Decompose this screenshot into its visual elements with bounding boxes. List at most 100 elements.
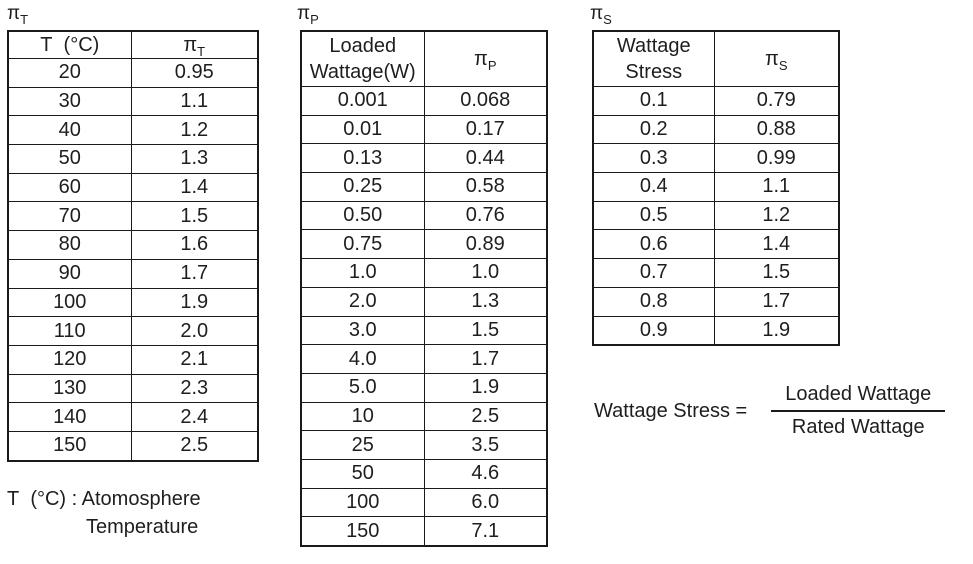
table-row: 30 1.1 — [7, 86, 259, 117]
table-row: 0.75 0.89 — [300, 229, 548, 260]
table-cell: 0.13 — [300, 143, 425, 174]
table-cell: 20 — [7, 58, 132, 88]
col-header-wattage-stress: Wattage Stress — [592, 30, 715, 87]
col-header-pi-s: πS — [713, 30, 840, 87]
col-header-pi-p: πP — [423, 30, 548, 87]
col-header-loaded-wattage: Loaded Wattage(W) — [300, 30, 425, 87]
table-cell: 2.0 — [300, 286, 425, 317]
table-cell: 150 — [7, 430, 132, 462]
table-cell: 2.3 — [130, 373, 259, 404]
table-cell: 1.5 — [713, 258, 840, 288]
table-cell: 0.79 — [713, 86, 840, 116]
table-row: 90 1.7 — [7, 258, 259, 289]
table-cell: 1.2 — [130, 115, 259, 146]
header-row: Wattage Stress πS — [592, 30, 840, 87]
table-cell: 0.068 — [423, 86, 548, 116]
table-cell: 1.6 — [130, 230, 259, 260]
pi-p-title: πP — [297, 3, 319, 26]
table-cell: 2.1 — [130, 344, 259, 375]
pi-subscript: S — [778, 58, 788, 73]
formula-denominator: Rated Wattage — [791, 416, 925, 438]
table-cell: 40 — [7, 115, 132, 146]
table-cell: 110 — [7, 316, 132, 346]
table-cell: 1.1 — [130, 86, 259, 117]
table-row: 40 1.2 — [7, 115, 259, 146]
pi-p-table-body: 0.001 0.068 0.01 0.17 0.13 0.44 0.25 0.58 0.50 0.… — [300, 86, 548, 547]
table-cell: 120 — [7, 344, 132, 375]
table-cell: 1.9 — [713, 315, 840, 346]
table-cell: 1.7 — [130, 258, 259, 289]
table-row: 140 2.4 — [7, 402, 259, 432]
table-row: 0.2 0.88 — [592, 114, 840, 145]
pi-s-table-body: 0.1 0.79 0.2 0.88 0.3 0.99 0.4 1.1 0.5 1.2 0.6 1.4 0… — [592, 86, 840, 346]
table-cell: 30 — [7, 86, 132, 117]
table-row: 70 1.5 — [7, 201, 259, 232]
table-row: 0.01 0.17 — [300, 114, 548, 145]
table-cell: 0.001 — [300, 86, 425, 116]
table-cell: 0.01 — [300, 114, 425, 145]
table-cell: 150 — [300, 516, 425, 547]
table-cell: 4.6 — [423, 458, 548, 489]
table-row: 0.3 0.99 — [592, 143, 840, 174]
table-row: 110 2.0 — [7, 316, 259, 346]
table-cell: 4.0 — [300, 344, 425, 374]
table-cell: 140 — [7, 402, 132, 432]
table-cell: 1.4 — [130, 172, 259, 203]
formula-numerator: Loaded Wattage — [771, 383, 946, 412]
table-row: 1.0 1.0 — [300, 258, 548, 288]
table-cell: 90 — [7, 258, 132, 289]
table-cell: 1.4 — [713, 229, 840, 260]
table-row: 0.8 1.7 — [592, 286, 840, 317]
pi-subscript: T — [197, 44, 206, 59]
col-header-pi-t: πT — [130, 30, 259, 59]
table-row: 130 2.3 — [7, 373, 259, 404]
pi-t-title: πT — [7, 3, 29, 27]
table-cell: 0.4 — [592, 172, 715, 202]
pi-s-title: πS — [590, 3, 612, 27]
pi-symbol: π — [474, 48, 488, 70]
pi-t-table: T (°C) πT 20 0.95 30 1.1 40 1.2 50 1.3 60 1.4 70 1.… — [7, 30, 259, 462]
pi-symbol: π — [297, 3, 311, 24]
table-row: 0.1 0.79 — [592, 86, 840, 116]
pi-subscript: P — [487, 58, 497, 73]
table-cell: 100 — [7, 287, 132, 318]
table-cell: 0.8 — [592, 286, 715, 317]
table-row: 20 0.95 — [7, 58, 259, 88]
pi-subscript: T — [20, 11, 29, 27]
table-row: 25 3.5 — [300, 430, 548, 460]
table-cell: 1.5 — [130, 201, 259, 232]
table-cell: 1.3 — [423, 286, 548, 317]
table-cell: 2.4 — [130, 402, 259, 432]
table-row: 0.5 1.2 — [592, 200, 840, 231]
pi-symbol: π — [183, 34, 198, 56]
table-cell: 0.88 — [713, 114, 840, 145]
pi-t-table-body: 20 0.95 30 1.1 40 1.2 50 1.3 60 1.4 70 1.5 80 1.6 90 1.… — [7, 58, 259, 462]
table-cell: 0.44 — [423, 143, 548, 174]
formula-lhs: Wattage Stress = — [594, 399, 748, 422]
header-row: T (°C) πT — [7, 30, 259, 59]
table-cell: 130 — [7, 373, 132, 404]
table-cell: 1.3 — [130, 144, 259, 174]
table-row: 120 2.1 — [7, 344, 259, 375]
table-cell: 50 — [300, 458, 425, 489]
table-row: 100 6.0 — [300, 487, 548, 518]
table-row: 0.13 0.44 — [300, 143, 548, 174]
table-row: 3.0 1.5 — [300, 315, 548, 346]
table-cell: 0.99 — [713, 143, 840, 174]
temperature-note: T (°C) : Atomosphere Temperature — [7, 485, 201, 541]
table-cell: 0.2 — [592, 114, 715, 145]
table-cell: 1.2 — [713, 200, 840, 231]
table-cell: 10 — [300, 401, 425, 432]
table-cell: 60 — [7, 172, 132, 203]
table-cell: 0.76 — [423, 200, 548, 231]
table-cell: 1.9 — [423, 372, 548, 403]
pi-subscript: S — [603, 11, 612, 27]
note-line-1: T (°C) : Atomosphere — [7, 488, 201, 510]
table-cell: 1.7 — [423, 344, 548, 374]
table-cell: 5.0 — [300, 372, 425, 403]
table-row: 150 2.5 — [7, 430, 259, 462]
table-cell: 6.0 — [423, 487, 548, 518]
table-cell: 2.0 — [130, 316, 259, 346]
table-row: 100 1.9 — [7, 287, 259, 318]
table-row: 2.0 1.3 — [300, 286, 548, 317]
